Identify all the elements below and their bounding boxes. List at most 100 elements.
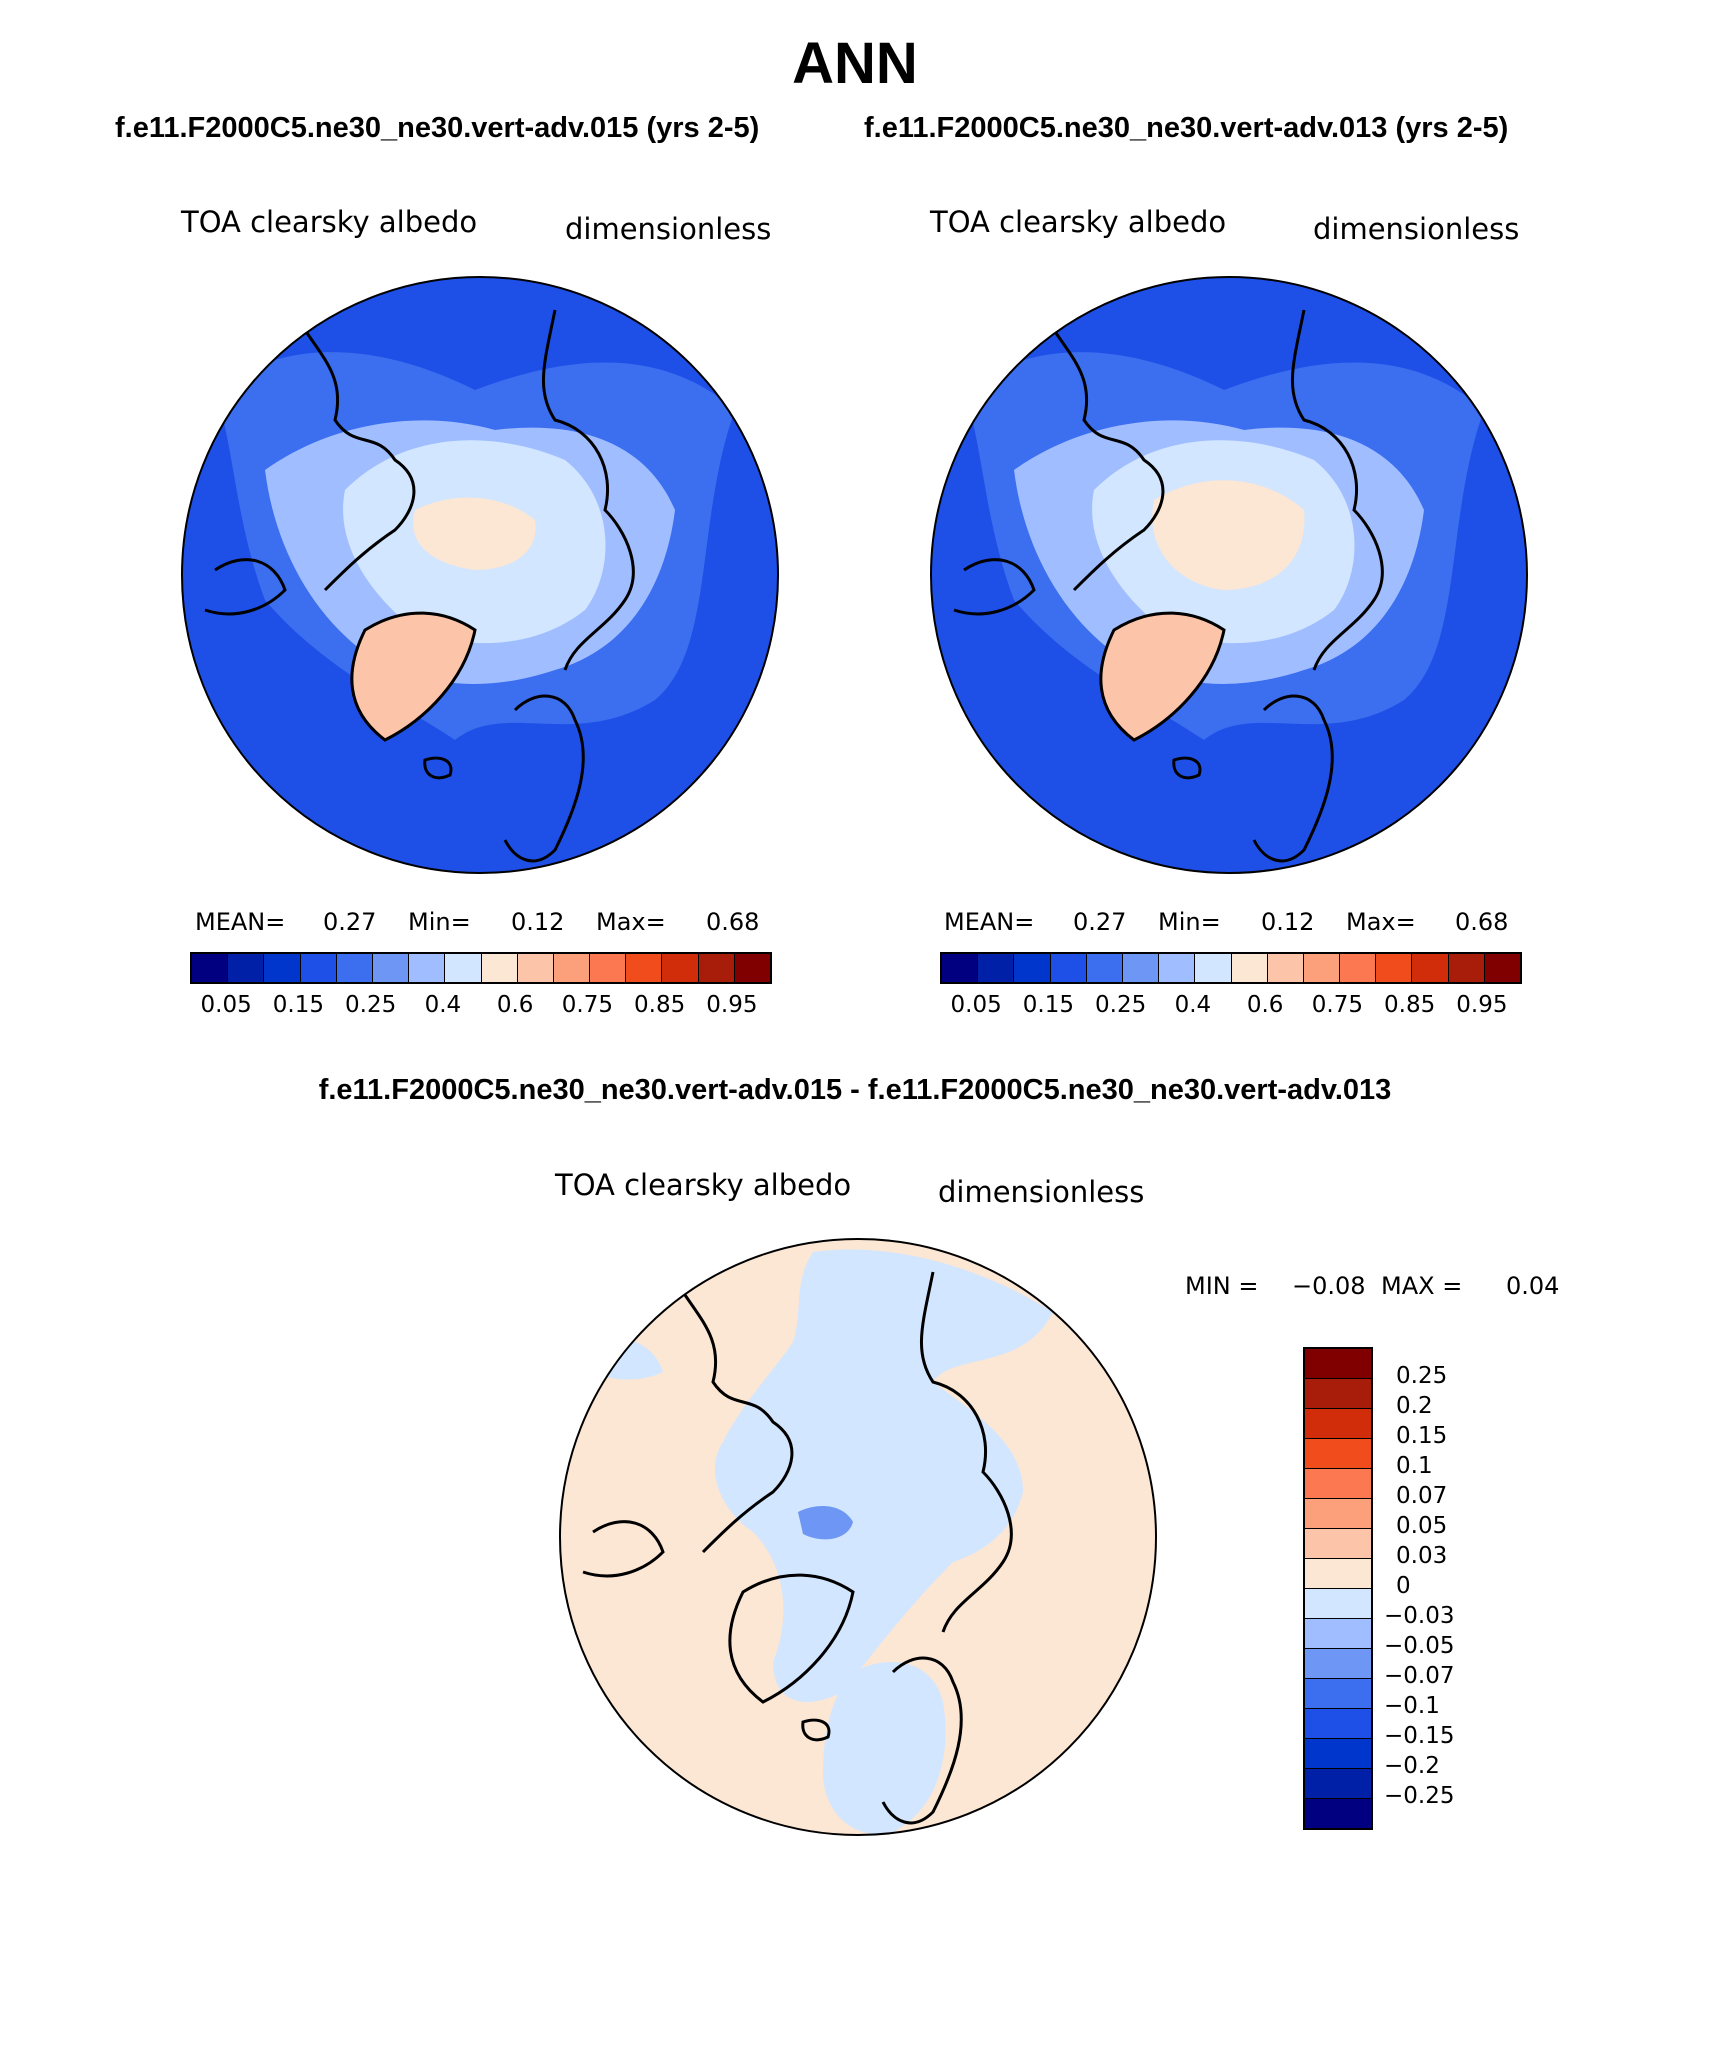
colorbar-tick-label: 0.15 [1396, 1423, 1448, 1449]
colorbar-swatch [1122, 954, 1160, 982]
left-mean-value: 0.27 [323, 908, 377, 936]
colorbar-swatch [1305, 1559, 1371, 1589]
greenland-region [351, 613, 475, 740]
colorbar-swatch [1340, 954, 1377, 982]
colorbar-swatch [336, 954, 373, 982]
left-max-value: 0.68 [706, 908, 760, 936]
diff-title: f.e11.F2000C5.ne30_ne30.vert-adv.015 - f… [318, 1074, 1392, 1106]
colorbar-swatch [1050, 954, 1087, 982]
colorbar-swatch [1195, 954, 1232, 982]
diff-min-label: MIN = [1185, 1272, 1259, 1300]
negative-region [714, 1249, 1053, 1702]
colorbar-swatch [1231, 954, 1268, 982]
coastlines [582, 1271, 1013, 1825]
colorbar-tick-label: 0.1 [1396, 1453, 1433, 1479]
colorbar-swatch [1305, 1679, 1371, 1709]
colorbar-tick-label: 0.6 [496, 992, 534, 1018]
left-albedo-map [181, 276, 779, 874]
colorbar-swatch [1086, 954, 1123, 982]
colorbar-swatch [1305, 1709, 1371, 1739]
left-max-label: Max= [596, 908, 666, 936]
colorbar-tick-label: 0.25 [1095, 992, 1147, 1018]
diff-max-label: MAX = [1381, 1272, 1463, 1300]
colorbar-swatch [1484, 954, 1520, 982]
colorbar-swatch [1305, 1769, 1371, 1799]
colorbar-swatch [192, 954, 229, 982]
colorbar-tick-label: 0.85 [634, 992, 686, 1018]
colorbar-tick-label: 0.05 [950, 992, 1002, 1018]
colorbar-swatch [1305, 1619, 1371, 1649]
colorbar-tick-label: 0.2 [1396, 1393, 1433, 1419]
colorbar-swatch [978, 954, 1015, 982]
colorbar-swatch [1303, 954, 1341, 982]
right-albedo-map [930, 276, 1528, 874]
colorbar-swatch [1305, 1799, 1371, 1828]
diff-albedo-map [559, 1238, 1157, 1836]
colorbar-swatch [734, 954, 770, 982]
colorbar-swatch [1305, 1649, 1371, 1679]
colorbar-tick-label: 0.15 [1022, 992, 1074, 1018]
colorbar-tick-label: 0.15 [272, 992, 324, 1018]
map-border [930, 276, 1528, 874]
map-border [559, 1238, 1157, 1836]
colorbar-swatch [590, 954, 627, 982]
central-arctic-region [413, 497, 536, 570]
colorbar-tick-label: 0.05 [1396, 1513, 1448, 1539]
colorbar-tick-label: −0.2 [1384, 1753, 1440, 1779]
left-units-label: dimensionless [565, 212, 772, 246]
colorbar-swatch [409, 954, 446, 982]
colorbar-swatch [1267, 954, 1304, 982]
colorbar-tick-label: 0.95 [706, 992, 758, 1018]
colorbar-swatch [481, 954, 518, 982]
left-colorbar-ticks: 0.05 0.15 0.25 0.4 0.6 0.75 0.85 0.95 [190, 992, 768, 1022]
left-mean-label: MEAN= [195, 908, 286, 936]
colorbar-tick-label: −0.25 [1384, 1783, 1455, 1809]
diff-min-value: −0.08 [1292, 1272, 1366, 1300]
left-min-value: 0.12 [511, 908, 565, 936]
diff-max-value: 0.04 [1506, 1272, 1560, 1300]
colorbar-tick-label: −0.15 [1384, 1723, 1455, 1749]
colorbar-swatch [517, 954, 554, 982]
colorbar-swatch [1305, 1439, 1371, 1469]
right-colorbar [940, 952, 1522, 984]
right-max-label: Max= [1346, 908, 1416, 936]
colorbar-swatch [1014, 954, 1051, 982]
diff-colorbar [1303, 1347, 1373, 1830]
colorbar-tick-label: 0 [1396, 1573, 1411, 1599]
right-max-value: 0.68 [1455, 908, 1509, 936]
colorbar-swatch [1305, 1409, 1371, 1439]
colorbar-swatch [1305, 1589, 1371, 1619]
colorbar-tick-label: 0.07 [1396, 1483, 1448, 1509]
greenland-region [1100, 613, 1224, 740]
colorbar-swatch [698, 954, 735, 982]
colorbar-swatch [1412, 954, 1449, 982]
colorbar-tick-label: −0.07 [1384, 1663, 1455, 1689]
left-variable-label: TOA clearsky albedo [181, 205, 478, 239]
colorbar-tick-label: 0.4 [424, 992, 462, 1018]
colorbar-swatch [1305, 1349, 1371, 1379]
right-min-label: Min= [1158, 908, 1221, 936]
map-border [181, 276, 779, 874]
right-mean-value: 0.27 [1073, 908, 1127, 936]
colorbar-tick-label: −0.1 [1384, 1693, 1440, 1719]
main-title: ANN [792, 31, 918, 96]
colorbar-swatch [1305, 1469, 1371, 1499]
colorbar-tick-label: 0.25 [1396, 1363, 1448, 1389]
colorbar-swatch [553, 954, 591, 982]
scandinavia-negative [823, 1662, 946, 1834]
colorbar-swatch [1305, 1529, 1371, 1559]
coastlines [953, 309, 1384, 863]
colorbar-swatch [1159, 954, 1196, 982]
central-arctic-region [1152, 480, 1305, 590]
colorbar-swatch [264, 954, 301, 982]
right-min-value: 0.12 [1261, 908, 1315, 936]
colorbar-tick-label: 0.25 [345, 992, 397, 1018]
colorbar-tick-label: 0.95 [1456, 992, 1508, 1018]
right-variable-label: TOA clearsky albedo [930, 205, 1227, 239]
colorbar-swatch [1448, 954, 1485, 982]
colorbar-tick-label: 0.75 [1311, 992, 1363, 1018]
min-diff-spot [798, 1506, 853, 1540]
colorbar-swatch [1376, 954, 1413, 982]
left-colorbar [190, 952, 772, 984]
colorbar-swatch [1305, 1379, 1371, 1409]
